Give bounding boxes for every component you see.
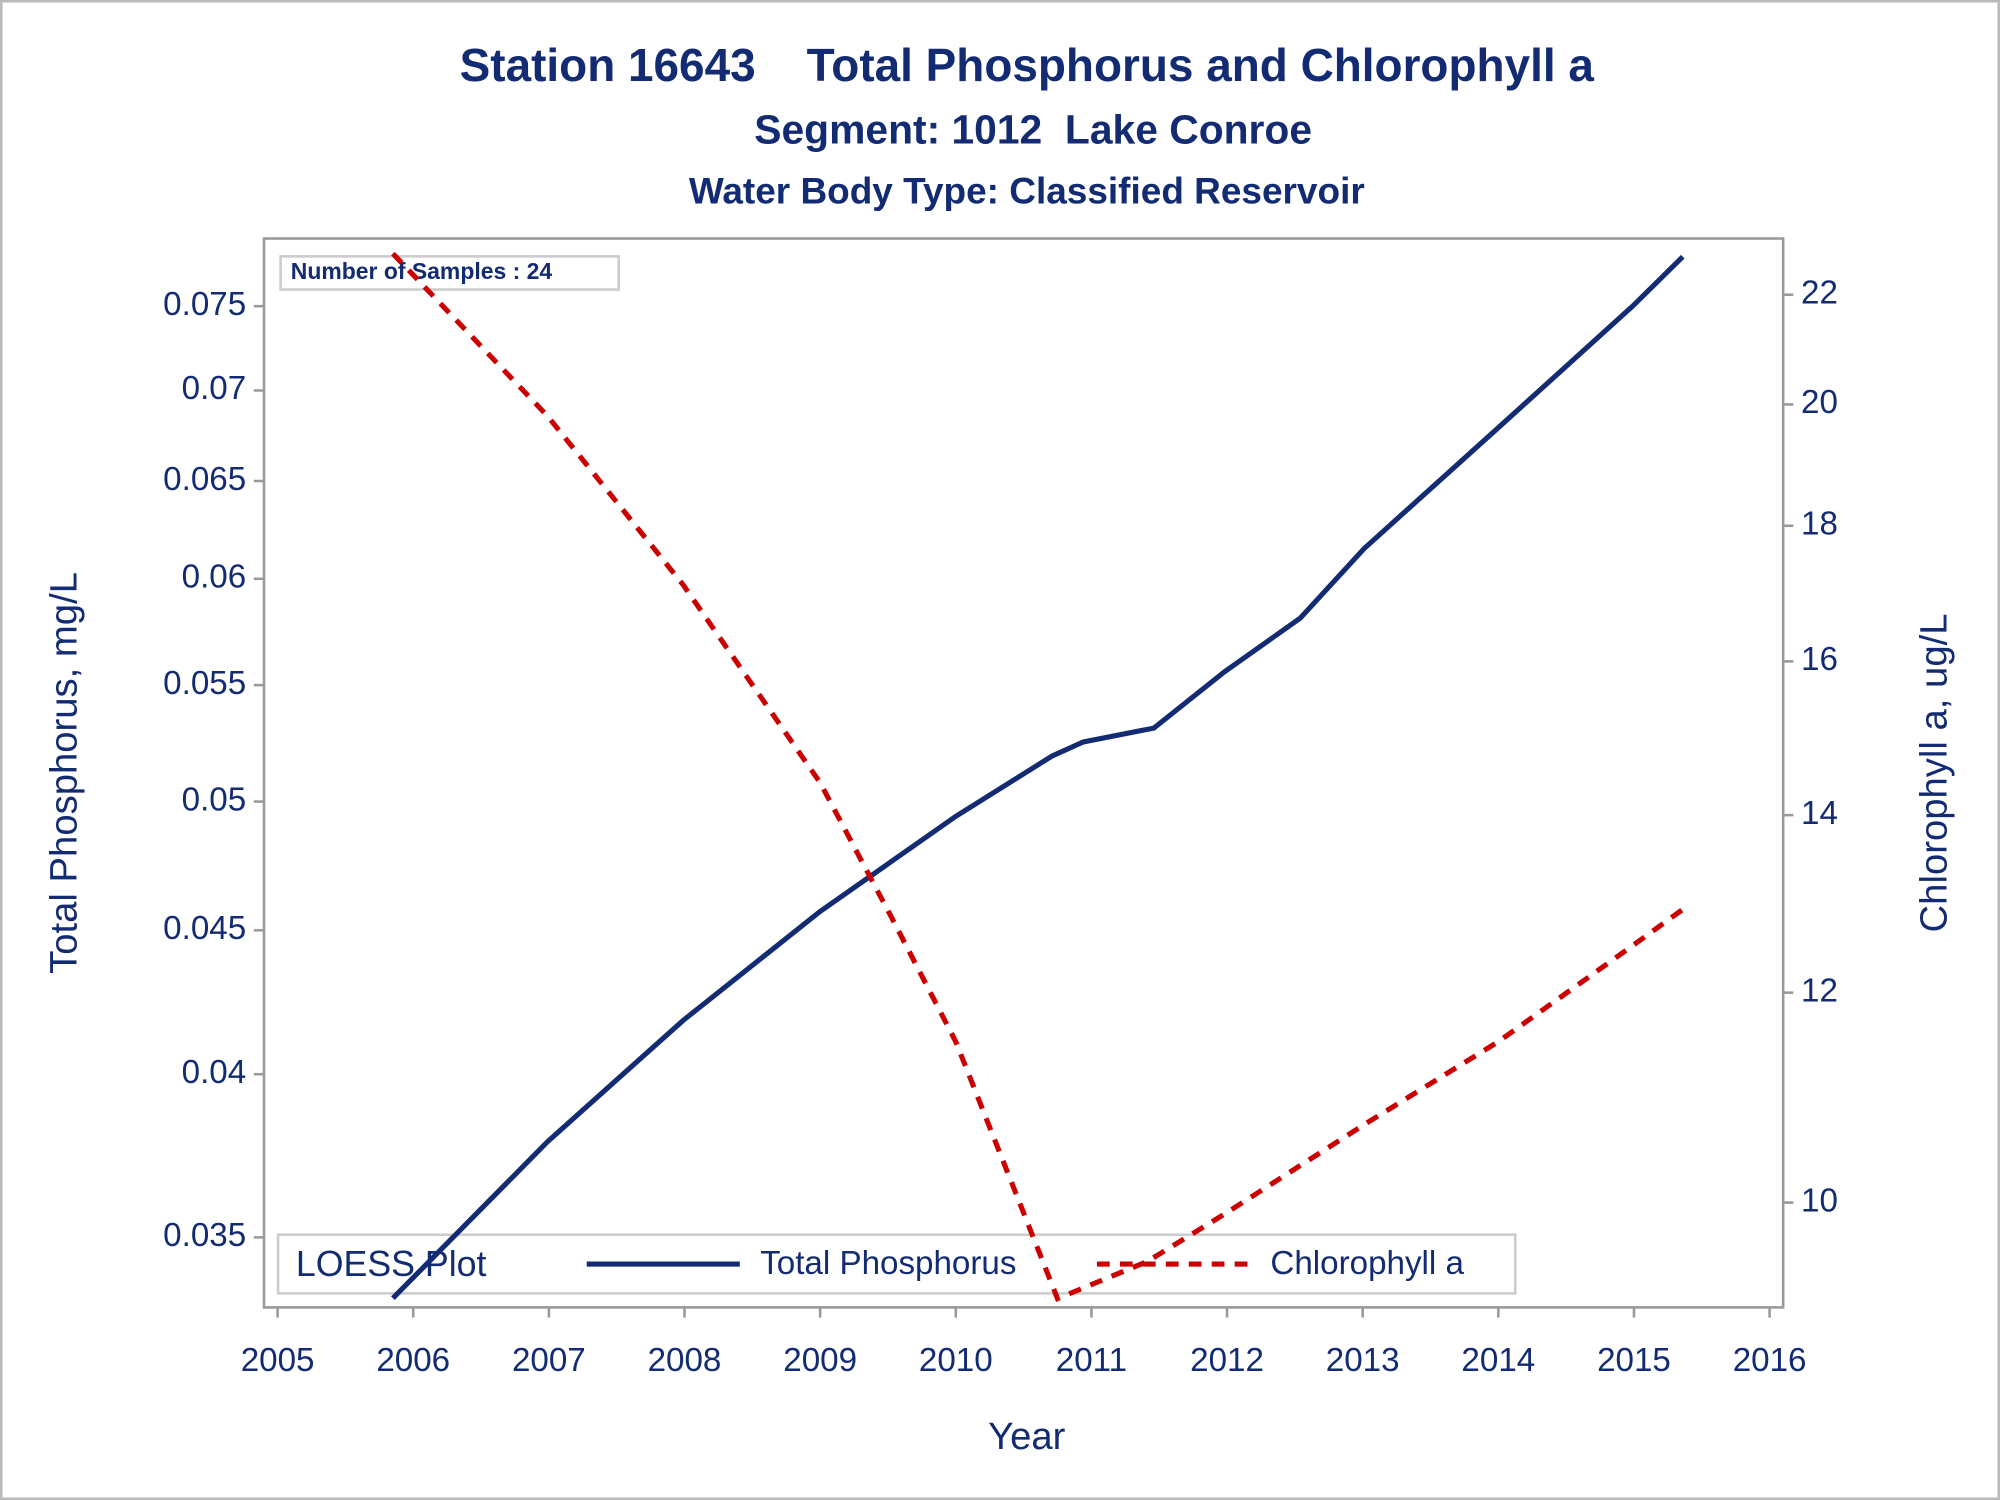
x-tick-label: 2008 — [648, 1342, 722, 1379]
y-tick-label: 0.06 — [182, 559, 247, 596]
y2-tick-label: 12 — [1801, 972, 1838, 1009]
y-tick-label: 0.045 — [163, 910, 246, 947]
chart-subtitle: Water Body Type: Classified Reservoir — [689, 171, 1365, 212]
y2-tick-label: 10 — [1801, 1182, 1838, 1219]
y-tick-label: 0.04 — [182, 1054, 247, 1091]
y2-tick-label: 16 — [1801, 641, 1838, 678]
y2-tick-label: 22 — [1801, 274, 1838, 311]
x-tick-label: 2011 — [1056, 1342, 1127, 1379]
y-axis-label: Total Phosphorus, mg/L — [42, 572, 85, 974]
legend-label: Chlorophyll a — [1270, 1245, 1464, 1282]
annotation: Number of Samples : 24 — [291, 258, 553, 284]
x-tick-label: 2013 — [1326, 1342, 1400, 1379]
legend-box — [276, 1233, 1517, 1295]
y2-axis-label: Chlorophyll a, ug/L — [1912, 613, 1955, 932]
data-line — [391, 254, 1685, 1300]
y-tick-label: 0.055 — [163, 665, 246, 702]
x-tick-label: 2014 — [1461, 1342, 1535, 1379]
x-tick-label: 2015 — [1597, 1342, 1671, 1379]
x-tick-label: 2016 — [1733, 1342, 1807, 1379]
y-tick-label: 0.05 — [182, 781, 247, 818]
plot-frame — [262, 237, 1785, 1309]
data-line — [391, 251, 1685, 1302]
y2-tick-label: 18 — [1801, 506, 1838, 543]
x-tick-label: 2012 — [1190, 1342, 1264, 1379]
x-tick-label: 2006 — [376, 1342, 450, 1379]
x-tick-label: 2010 — [919, 1342, 993, 1379]
y2-tick-label: 20 — [1801, 384, 1838, 421]
y-tick-label: 0.065 — [163, 461, 246, 498]
y-tick-label: 0.07 — [182, 370, 247, 407]
chart-subtitle: Segment: 1012 Lake Conroe — [754, 106, 1312, 152]
y-tick-label: 0.035 — [163, 1217, 246, 1254]
x-tick-label: 2005 — [241, 1342, 315, 1379]
annotation-box — [279, 255, 620, 291]
y2-tick-label: 14 — [1801, 795, 1838, 832]
legend-label: Total Phosphorus — [760, 1245, 1016, 1282]
x-axis-label: Year — [988, 1415, 1066, 1458]
legend-title: LOESS Plot — [296, 1244, 487, 1284]
x-tick-label: 2007 — [512, 1342, 586, 1379]
y-tick-label: 0.075 — [163, 286, 246, 323]
chart-title: Station 16643 Total Phosphorus and Chlor… — [460, 39, 1595, 91]
x-tick-label: 2009 — [783, 1342, 857, 1379]
